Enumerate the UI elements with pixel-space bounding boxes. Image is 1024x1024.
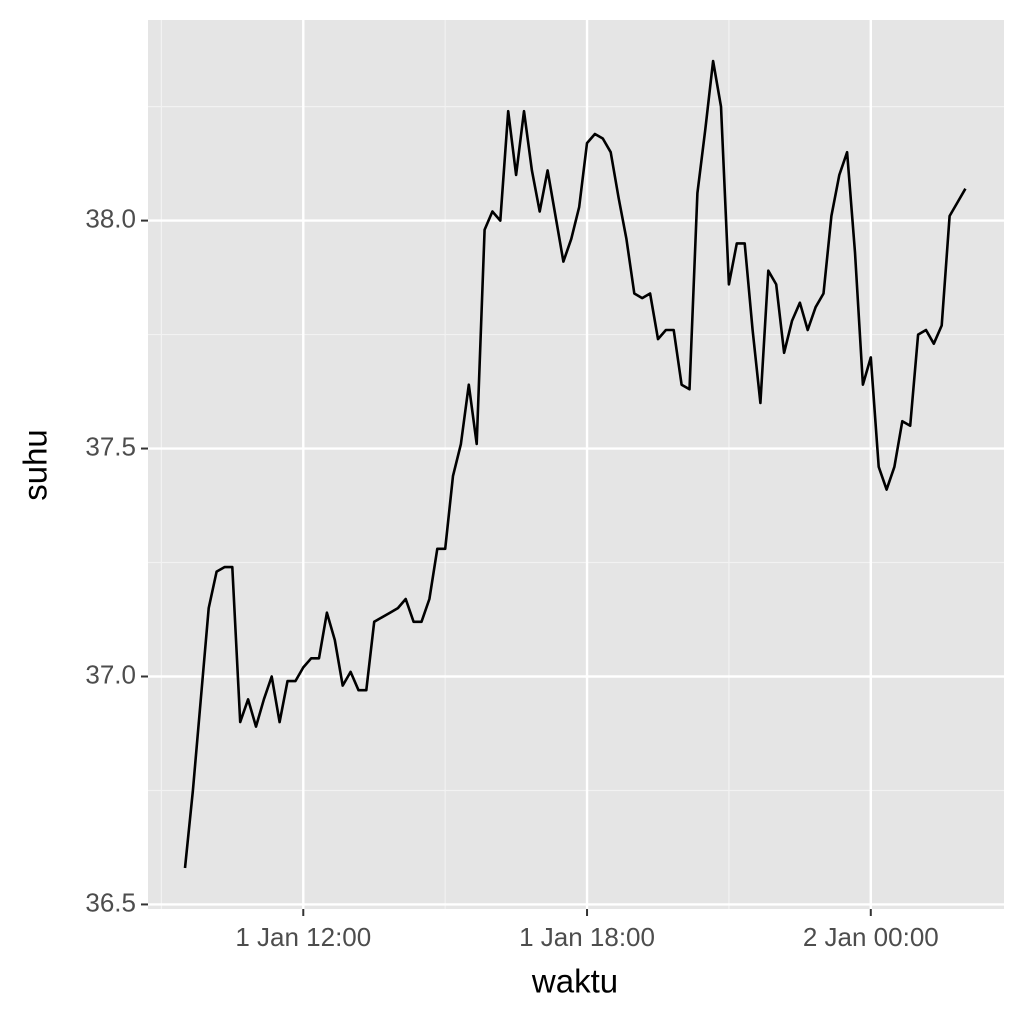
y-tick-label: 38.0: [85, 203, 136, 233]
x-axis-title: waktu: [531, 963, 618, 1000]
y-tick-label: 36.5: [85, 887, 136, 917]
y-axis-title: suhu: [17, 429, 54, 501]
x-tick-label: 1 Jan 12:00: [235, 922, 371, 952]
plot: [183, 59, 967, 869]
panel-background: [148, 20, 1004, 909]
grid: [148, 20, 1004, 909]
y-tick-label: 37.0: [85, 659, 136, 689]
line: [183, 59, 967, 869]
y-tick-label: 37.5: [85, 431, 136, 461]
x-tick-label: 2 Jan 00:00: [803, 922, 939, 952]
x-tick-label: 1 Jan 18:00: [519, 922, 655, 952]
